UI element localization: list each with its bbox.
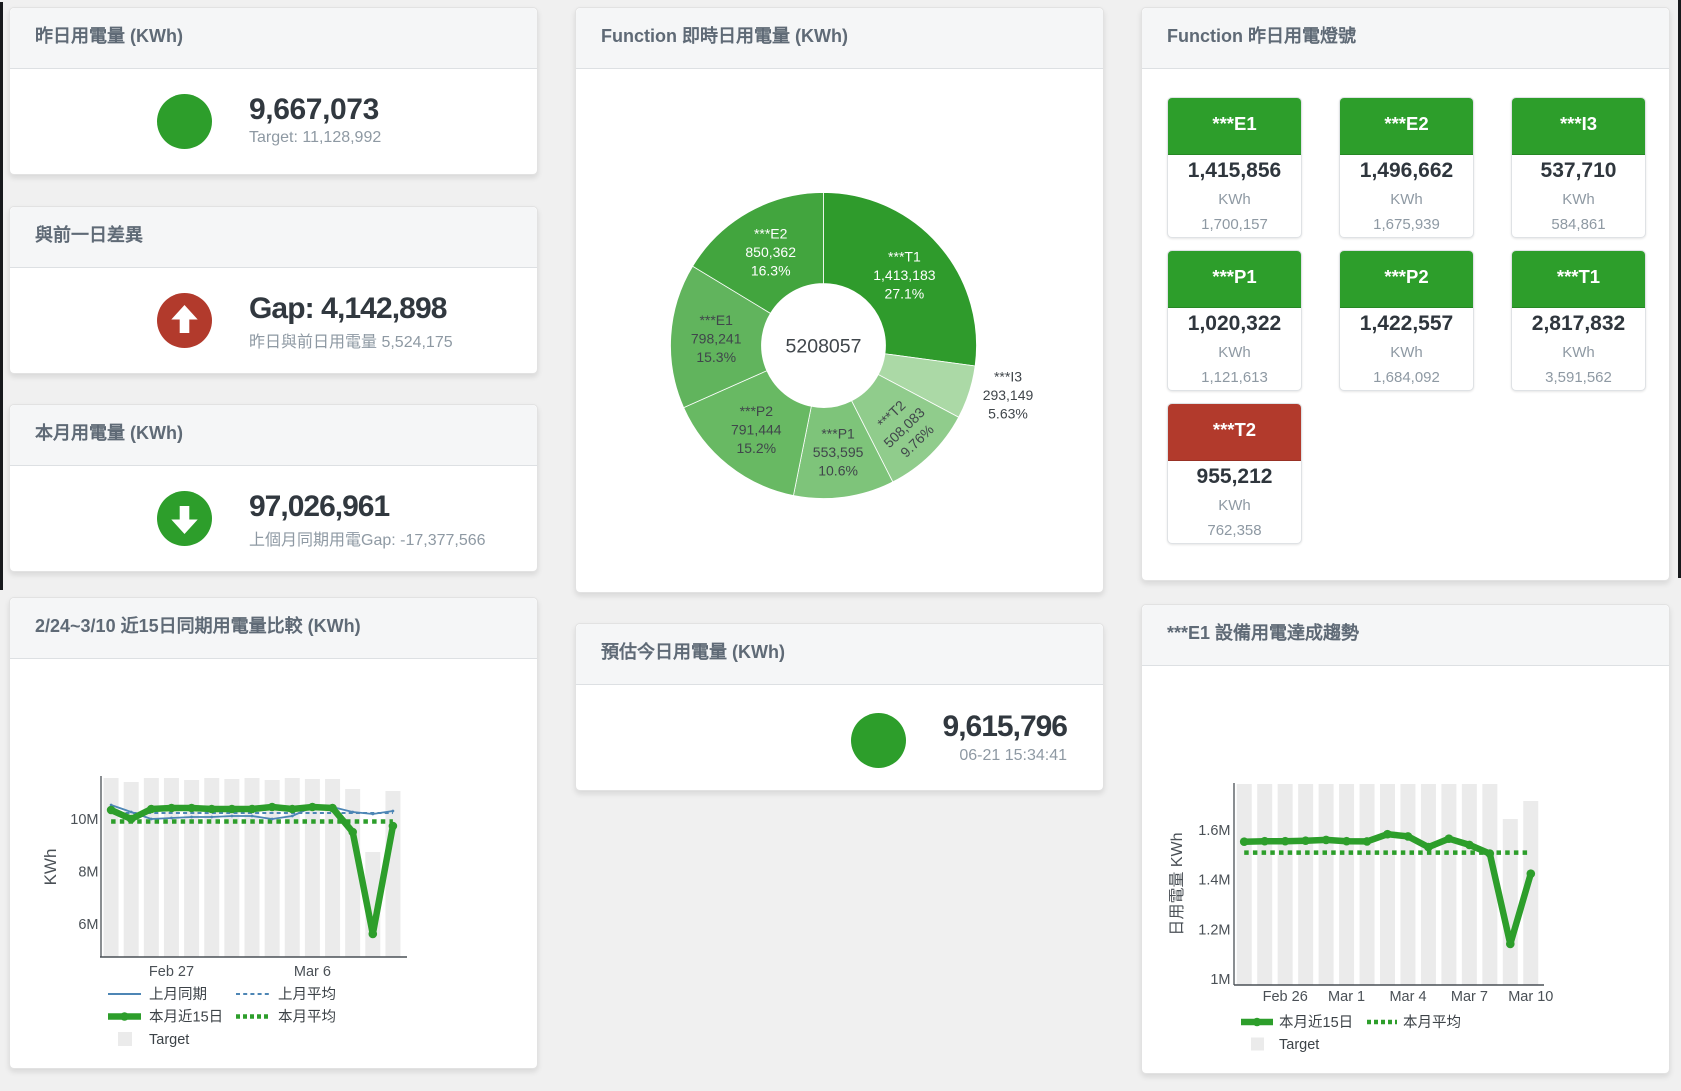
svg-text:16.3%: 16.3% [751,262,791,278]
svg-text:本月平均: 本月平均 [1403,1014,1461,1031]
svg-text:本月近15日: 本月近15日 [149,1009,223,1026]
svg-text:15.2%: 15.2% [736,440,776,456]
svg-text:8M: 8M [78,865,98,881]
svg-text:上月平均: 上月平均 [278,986,336,1003]
svg-text:10.6%: 10.6% [818,463,858,479]
svg-text:791,444: 791,444 [731,421,782,437]
svg-text:Mar 10: Mar 10 [1508,989,1553,1005]
svg-text:上月同期: 上月同期 [149,986,207,1003]
svg-text:1,413,183: 1,413,183 [873,267,935,283]
svg-text:***P2: ***P2 [740,403,774,419]
svg-text:KWh: KWh [41,849,60,886]
svg-text:5.63%: 5.63% [988,406,1028,422]
svg-text:日用電量 KWh: 日用電量 KWh [1169,832,1186,935]
svg-text:798,241: 798,241 [691,331,742,347]
svg-text:Mar 7: Mar 7 [1451,989,1488,1005]
svg-text:1.4M: 1.4M [1198,873,1230,889]
svg-text:293,149: 293,149 [983,387,1034,403]
svg-text:本月平均: 本月平均 [278,1009,336,1026]
svg-text:850,362: 850,362 [745,244,796,260]
svg-text:***I3: ***I3 [994,369,1022,385]
svg-text:本月近15日: 本月近15日 [1279,1014,1353,1031]
svg-text:***E1: ***E1 [699,312,733,328]
svg-text:5208057: 5208057 [786,336,862,358]
svg-text:Mar 6: Mar 6 [294,964,331,980]
svg-text:10M: 10M [70,812,98,828]
svg-text:Mar 4: Mar 4 [1389,989,1426,1005]
svg-text:1.6M: 1.6M [1198,823,1230,839]
svg-text:***P1: ***P1 [821,426,855,442]
svg-text:15.3%: 15.3% [696,349,736,365]
svg-text:Target: Target [149,1032,189,1048]
svg-text:553,595: 553,595 [813,444,864,460]
svg-text:6M: 6M [78,917,98,933]
svg-text:***E2: ***E2 [754,225,788,241]
svg-text:Feb 26: Feb 26 [1263,989,1308,1005]
svg-text:1.2M: 1.2M [1198,922,1230,938]
svg-text:***T1: ***T1 [888,248,921,264]
svg-text:Target: Target [1279,1037,1319,1053]
svg-text:Mar 1: Mar 1 [1328,989,1365,1005]
svg-text:1M: 1M [1210,972,1230,988]
svg-text:27.1%: 27.1% [885,285,925,301]
svg-text:Feb 27: Feb 27 [149,964,194,980]
